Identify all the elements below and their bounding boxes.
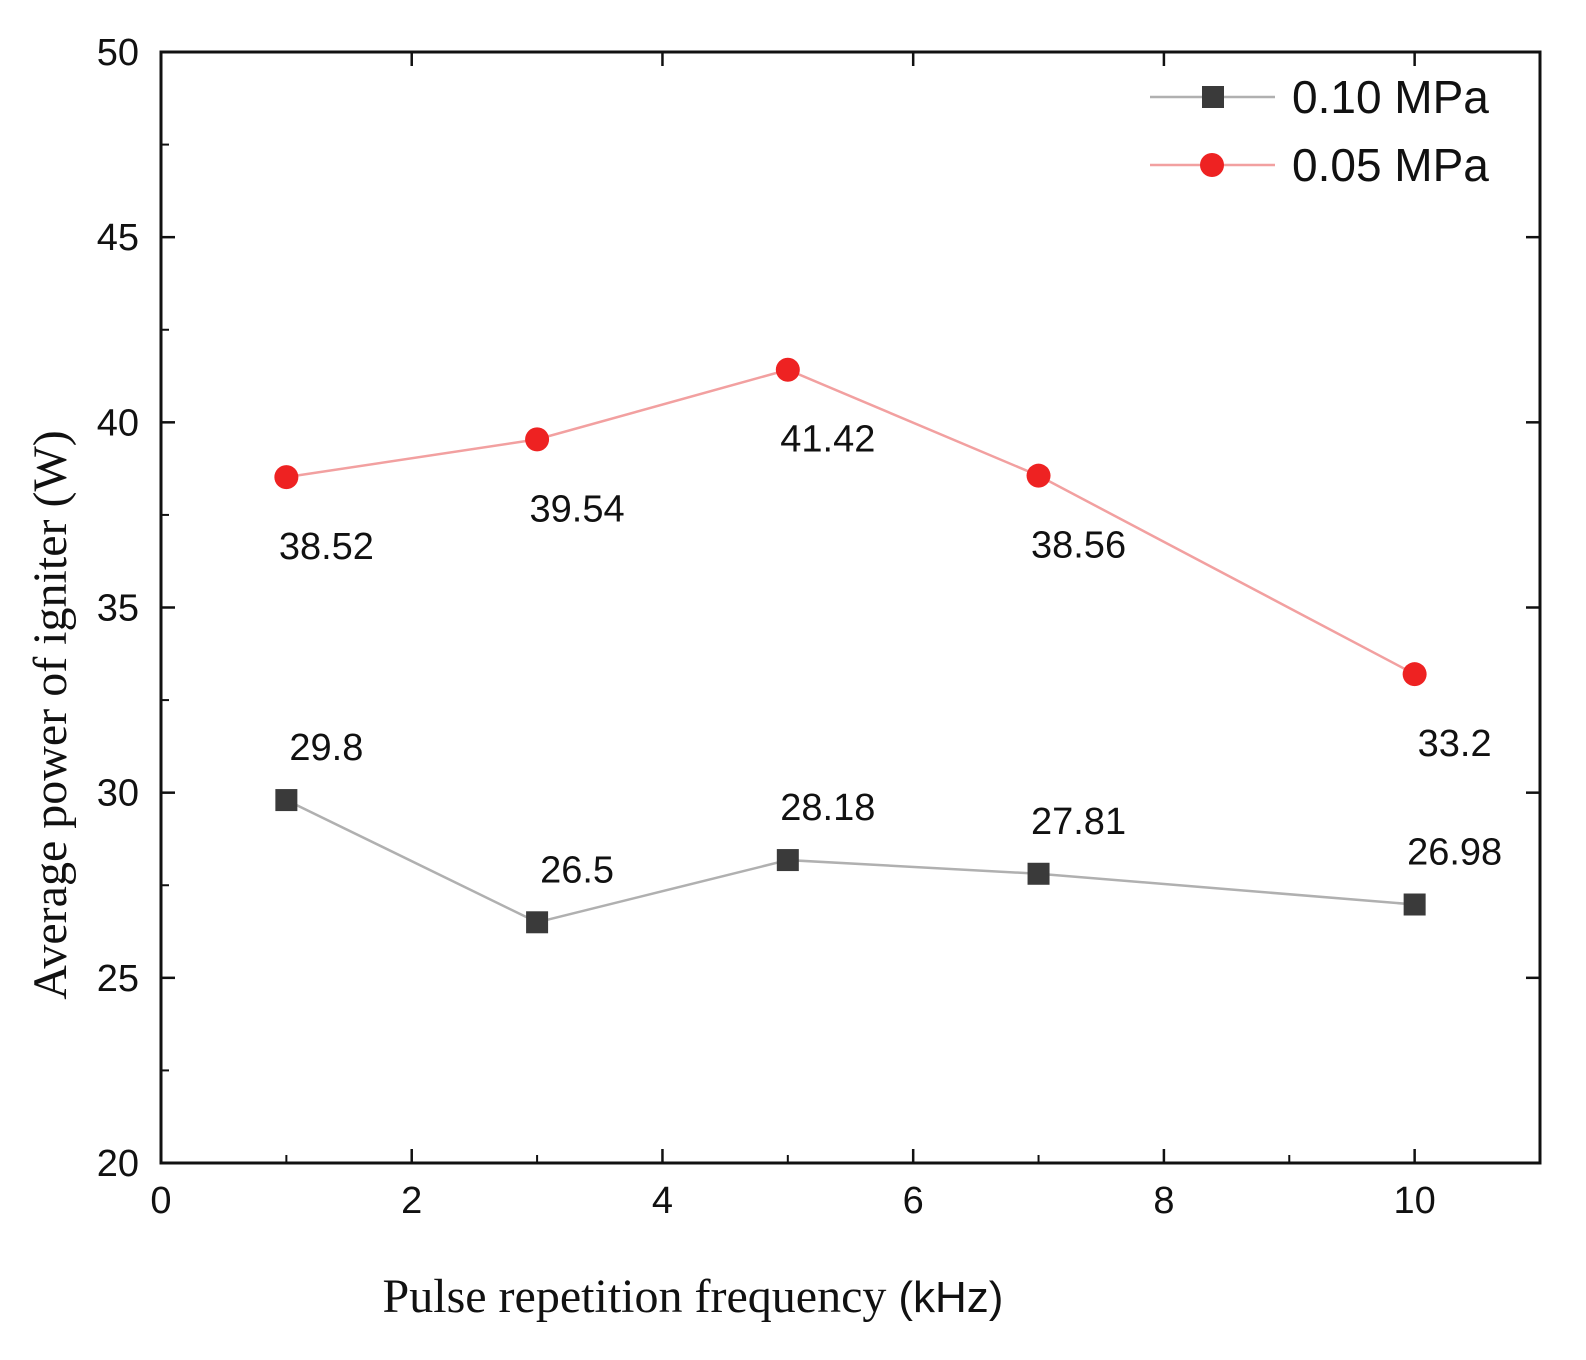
- data-label: 41.42: [780, 419, 875, 461]
- series-0-05-mpa: [274, 357, 1427, 687]
- data-point-square: [1027, 862, 1050, 885]
- data-point-circle: [274, 465, 299, 490]
- data-point-square: [1403, 893, 1426, 916]
- data-point-circle: [1026, 463, 1051, 488]
- x-tick-label: 4: [652, 1180, 673, 1222]
- y-tick-label: 25: [97, 958, 139, 1000]
- legend: 0.10 MPa 0.05 MPa: [1150, 71, 1489, 191]
- data-label: 26.5: [540, 849, 614, 891]
- data-label: 26.98: [1407, 832, 1502, 874]
- x-axis-title-unit: (kHz): [898, 1273, 1003, 1322]
- series-layer: [274, 357, 1427, 934]
- x-axis-title-text: Pulse repetition frequency: [383, 1270, 887, 1323]
- legend-label: 0.10 MPa: [1292, 71, 1489, 123]
- series-line: [286, 368, 1416, 676]
- y-tick-label: 30: [97, 773, 139, 815]
- y-tick-label: 35: [97, 588, 139, 630]
- y-tick-label: 20: [97, 1143, 139, 1185]
- legend-label: 0.05 MPa: [1292, 139, 1489, 191]
- y-tick-label: 50: [97, 32, 139, 74]
- series-0-10-mpa: [275, 789, 1426, 934]
- data-label: 38.56: [1031, 525, 1126, 567]
- data-label: 27.81: [1031, 801, 1126, 843]
- y-axis-title: Average power of igniter (W): [24, 430, 77, 1000]
- axes: 0 2 4 6 8 10 20 25 30 35 40 45 50: [97, 32, 1542, 1222]
- data-labels: 29.8 26.5 28.18 27.81 26.98 38.52 39.54 41.42 38…: [279, 419, 1502, 892]
- data-label: 29.8: [289, 727, 363, 769]
- plot-frame: [159, 50, 1542, 1165]
- data-label: 38.52: [279, 526, 374, 568]
- x-axis-title: Pulse repetition frequency (kHz): [383, 1270, 1004, 1323]
- y-tick-label: 45: [97, 217, 139, 259]
- legend-marker-circle: [1200, 153, 1224, 177]
- x-tick-label: 0: [150, 1180, 171, 1222]
- legend-marker-square: [1202, 86, 1224, 108]
- x-tick-label: 6: [903, 1180, 924, 1222]
- legend-item: 0.05 MPa: [1150, 139, 1489, 191]
- data-label: 28.18: [780, 787, 875, 829]
- x-tick-label: 2: [401, 1180, 422, 1222]
- x-tick-label: 8: [1153, 1180, 1174, 1222]
- x-tick-label: 10: [1393, 1180, 1435, 1222]
- data-label: 39.54: [530, 488, 625, 530]
- legend-item: 0.10 MPa: [1150, 71, 1489, 123]
- data-point-square: [526, 911, 549, 934]
- data-label: 33.2: [1418, 723, 1492, 765]
- data-point-circle: [525, 427, 550, 452]
- data-point-circle: [775, 357, 800, 382]
- data-point-square: [776, 849, 799, 872]
- y-tick-label: 40: [97, 402, 139, 444]
- data-point-circle: [1402, 662, 1427, 687]
- data-point-square: [275, 789, 298, 812]
